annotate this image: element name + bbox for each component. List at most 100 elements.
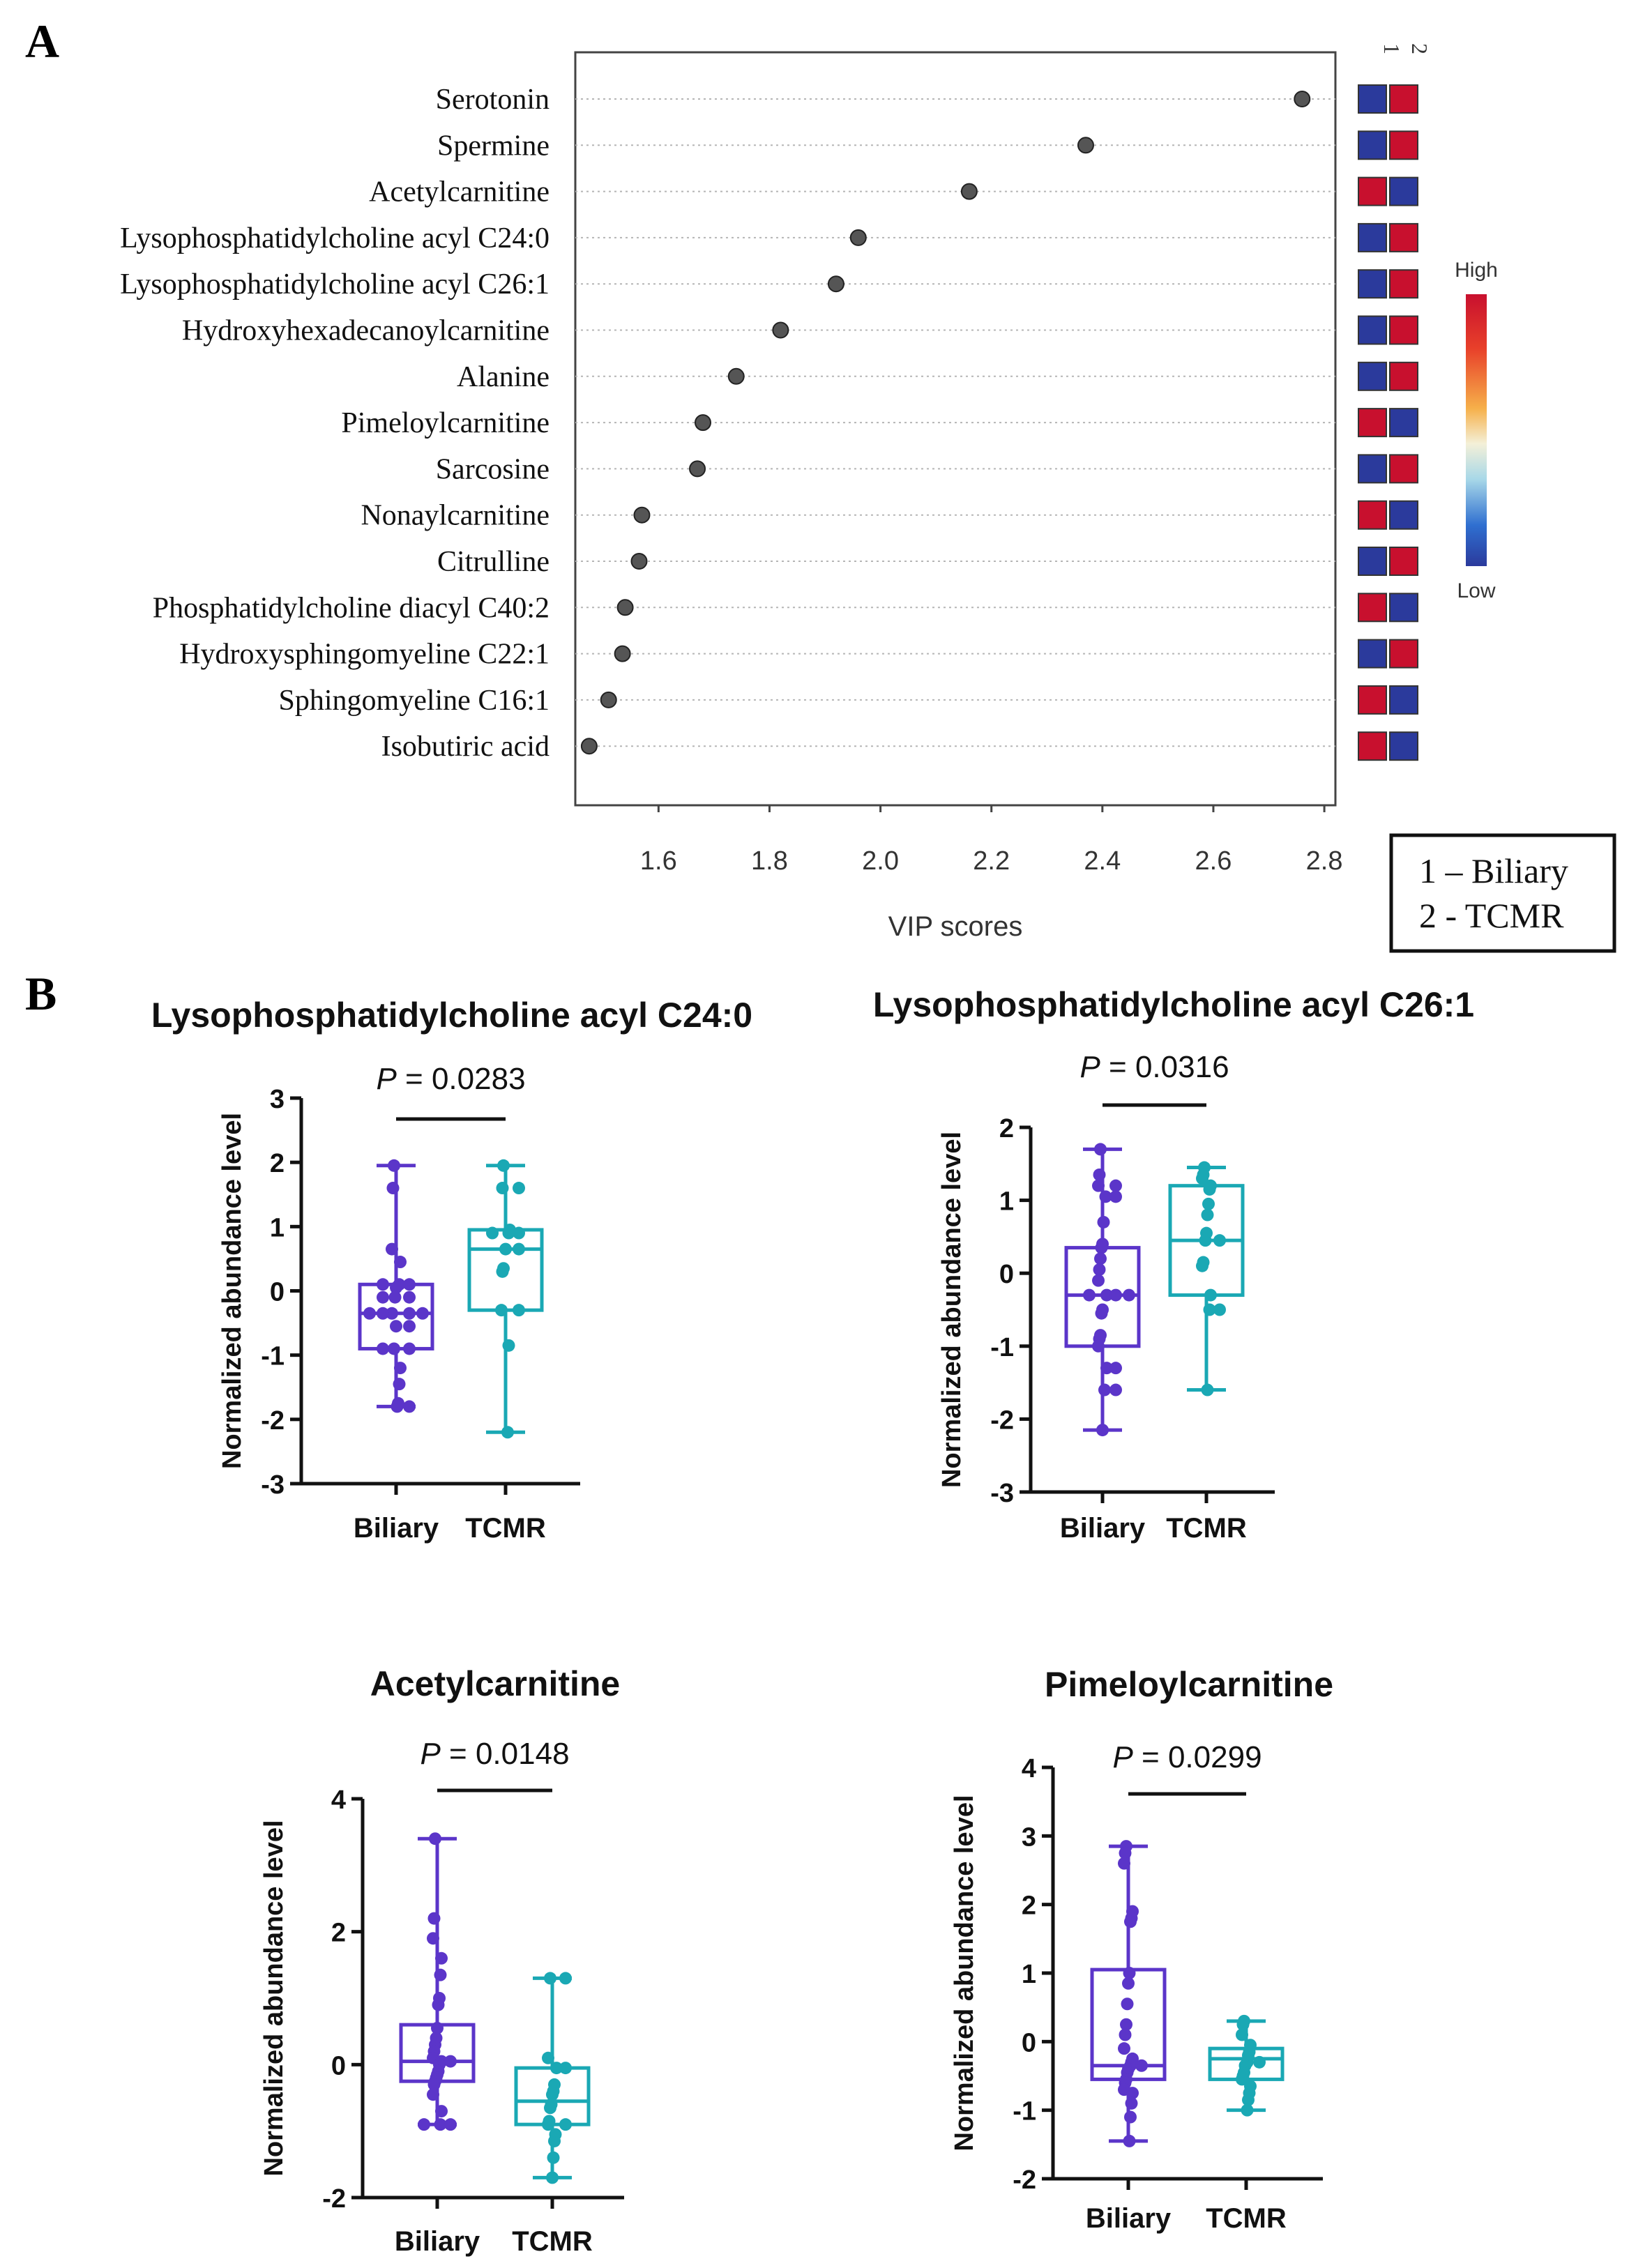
vip-x-tick-label: 1.6 (640, 846, 677, 876)
vip-point (1294, 91, 1311, 107)
data-point (1199, 1234, 1212, 1247)
data-point (513, 1226, 525, 1240)
data-point (1118, 2042, 1130, 2055)
data-point (1099, 1190, 1112, 1203)
heatmap-cell (1389, 408, 1418, 438)
y-axis-title: Normalized abundance level (218, 1113, 247, 1469)
data-point (377, 1307, 389, 1320)
data-point (403, 1278, 416, 1291)
data-point (513, 1182, 525, 1195)
y-axis-title: Normalized abundance level (937, 1132, 967, 1488)
x-category-label: TCMR (1166, 1513, 1247, 1544)
data-point (1094, 1252, 1107, 1265)
data-point (403, 1320, 416, 1333)
data-point (544, 2101, 556, 2115)
data-point (1124, 1915, 1137, 1928)
y-tick-label: -3 (261, 1470, 285, 1500)
heatmap-cell (1358, 547, 1387, 576)
data-point (1092, 1339, 1105, 1353)
heatmap-cell (1358, 222, 1387, 252)
heatmap-cell (1358, 454, 1387, 484)
data-point (1120, 2018, 1132, 2031)
data-point (435, 2105, 448, 2118)
vip-point (616, 599, 634, 616)
legend-item-biliary: 1 – Biliary (1419, 851, 1568, 890)
y-tick-label: 3 (1022, 1822, 1036, 1852)
p-value-number: = 0.0148 (441, 1737, 570, 1771)
data-point (427, 1932, 439, 1945)
y-tick-label: 0 (1022, 2028, 1036, 2057)
vip-x-tick-label: 2.8 (1306, 846, 1343, 876)
y-tick-label: 4 (1022, 1754, 1036, 1783)
y-tick-label: -2 (990, 1406, 1014, 1435)
p-value-label: P = 0.0148 (420, 1737, 569, 1771)
heatmap-cell (1358, 593, 1387, 623)
p-value-label: P = 0.0299 (1112, 1740, 1261, 1774)
vip-category-label: Serotonin (436, 84, 550, 116)
colorbar-high-label: High (1455, 259, 1498, 282)
data-point (496, 1265, 509, 1278)
vip-category-label: Hydroxysphingomyeline C22:1 (179, 639, 550, 671)
vip-x-axis-ticks: 1.6 1.8 2.0 2.2 2.4 2.6 2.8 (640, 805, 1343, 876)
box-panel-lpc-c26-1: Lysophosphatidylcholine acyl C26:1 P = 0.… (873, 985, 1474, 1544)
data-point (377, 1278, 389, 1291)
data-point (1236, 2028, 1248, 2041)
vip-point (630, 553, 648, 570)
data-point (496, 1182, 509, 1195)
vip-plot-frame (574, 51, 1337, 807)
y-tick-label: 1 (1022, 1960, 1036, 1989)
vip-category-label: Nonaylcarnitine (361, 500, 550, 532)
vip-point (614, 645, 631, 662)
p-value-number: = 0.0283 (397, 1062, 526, 1096)
y-tick-label: 2 (331, 1919, 346, 1948)
heatmap-cell (1389, 269, 1418, 299)
vip-point (827, 275, 844, 293)
data-point (1213, 1234, 1226, 1247)
data-point (1201, 1208, 1214, 1221)
heatmap-cell (1389, 500, 1418, 530)
data-point (513, 1304, 525, 1317)
data-point (548, 2134, 561, 2147)
data-point (1094, 1143, 1107, 1156)
data-point (1241, 2103, 1254, 2117)
vip-category-label: Lysophosphatidylcholine acyl C26:1 (120, 268, 550, 300)
data-point (1095, 1307, 1108, 1320)
heatmap-cell (1358, 130, 1387, 160)
data-point (386, 1307, 398, 1320)
x-category-label: Biliary (1060, 1513, 1146, 1544)
heatmap-cell (1358, 639, 1387, 669)
heatmap-column-2-label: 2 (1407, 43, 1432, 54)
vip-point (772, 321, 789, 339)
x-category-label: Biliary (1086, 2203, 1172, 2234)
data-point (1236, 2073, 1248, 2086)
heatmap-cell (1358, 315, 1387, 345)
data-point (444, 2118, 457, 2131)
vip-category-label: Lysophosphatidylcholine acyl C24:0 (120, 222, 550, 254)
legend-item-tcmr: 2 - TCMR (1419, 896, 1564, 935)
data-point (502, 1339, 515, 1352)
colorbar (1466, 294, 1487, 566)
data-point (1204, 1288, 1217, 1302)
vip-point (633, 506, 651, 524)
data-point (403, 1307, 416, 1320)
data-point (403, 1291, 416, 1304)
heatmap-cell (1389, 130, 1418, 160)
heatmap-cell (1389, 731, 1418, 761)
box-chart-title: Lysophosphatidylcholine acyl C24:0 (151, 996, 752, 1035)
heatmap-cell (1358, 500, 1387, 530)
data-point (1121, 1997, 1134, 2011)
data-point (1236, 2018, 1250, 2031)
vip-point (580, 738, 598, 755)
heatmap-cell (1389, 361, 1418, 391)
p-symbol: P (420, 1737, 441, 1771)
y-axis-title: Normalized abundance level (950, 1795, 979, 2151)
data-point (1097, 1215, 1110, 1228)
y-tick-label: 0 (270, 1278, 285, 1307)
data-point (388, 1291, 402, 1304)
vip-point (689, 460, 706, 478)
data-point (1196, 1172, 1209, 1185)
y-axis-title: Normalized abundance level (259, 1820, 289, 2176)
data-point (497, 1159, 510, 1172)
y-tick-label: -1 (990, 1333, 1014, 1362)
